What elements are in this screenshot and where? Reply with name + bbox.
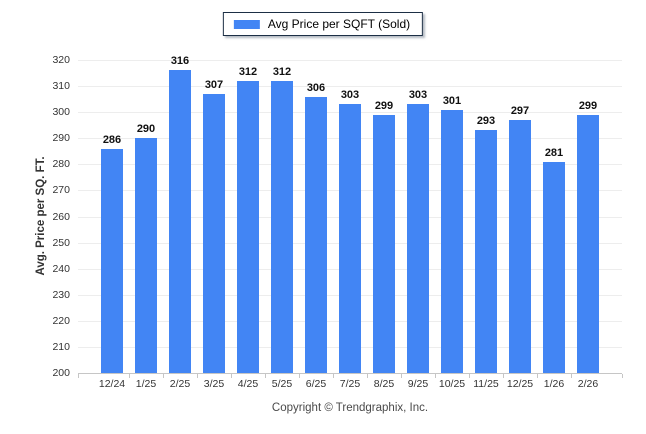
y-tick-label: 300 xyxy=(52,106,70,119)
x-tick-label: 1/26 xyxy=(543,378,565,390)
x-tick-label: 6/25 xyxy=(305,378,327,390)
x-axis-tick xyxy=(196,374,198,378)
gridline xyxy=(78,60,622,61)
x-axis-tick xyxy=(128,374,130,378)
x-axis-tick xyxy=(332,374,334,378)
bar-value-label: 290 xyxy=(136,123,156,136)
y-tick-label: 310 xyxy=(52,80,70,93)
x-tick-label: 7/25 xyxy=(339,378,361,390)
legend-label: Avg Price per SQFT (Sold) xyxy=(267,17,411,31)
x-tick-label: 2/25 xyxy=(169,378,191,390)
x-axis-tick xyxy=(264,374,266,378)
x-axis-tick xyxy=(621,374,623,378)
x-tick-label: 1/25 xyxy=(135,378,157,390)
copyright-text: Copyright © Trendgraphix, Inc. xyxy=(271,402,429,414)
y-tick-label: 210 xyxy=(52,340,70,353)
x-axis-tick xyxy=(366,374,368,378)
y-tick-label: 320 xyxy=(52,54,70,66)
y-tick-label: 230 xyxy=(52,288,70,301)
x-axis-tick xyxy=(162,374,164,378)
x-axis-tick xyxy=(536,374,538,378)
bar-value-label: 303 xyxy=(340,89,360,102)
bar-value-label: 286 xyxy=(102,133,122,146)
bar xyxy=(271,80,293,373)
bar-value-label: 303 xyxy=(408,89,428,102)
bar-value-label: 307 xyxy=(204,78,224,91)
bar-value-label: 306 xyxy=(306,81,326,94)
bar xyxy=(373,114,395,373)
y-tick-label: 200 xyxy=(52,367,70,379)
bar-value-label: 316 xyxy=(170,55,190,68)
bar xyxy=(135,138,157,373)
y-tick-label: 270 xyxy=(52,184,70,197)
bar-value-label: 301 xyxy=(442,94,462,107)
y-tick-label: 220 xyxy=(52,314,70,327)
bar xyxy=(169,70,191,373)
y-tick-label: 290 xyxy=(52,132,70,145)
x-axis-tick xyxy=(400,374,402,378)
bar xyxy=(237,80,259,373)
bar xyxy=(339,104,361,373)
x-axis-tick xyxy=(570,374,572,378)
y-tick-label: 280 xyxy=(52,158,70,171)
bar-value-label: 299 xyxy=(578,99,598,112)
x-tick-label: 2/26 xyxy=(577,378,599,390)
x-axis-tick xyxy=(230,374,232,378)
bar xyxy=(543,161,565,373)
x-tick-label: 8/25 xyxy=(373,378,395,390)
plot-area: 200 210 220 230 240 250 260 270 280 290 300 310 320 … xyxy=(52,54,623,390)
bar xyxy=(407,104,429,373)
bar-value-label: 293 xyxy=(476,115,496,128)
x-tick-label: 12/24 xyxy=(98,378,126,390)
bar xyxy=(101,148,123,373)
x-tick-label: 10/25 xyxy=(438,378,466,390)
x-axis-tick xyxy=(502,374,504,378)
bar xyxy=(305,96,327,373)
x-tick-label: 12/25 xyxy=(506,378,534,390)
x-tick-label: 4/25 xyxy=(237,378,259,390)
bar-value-label: 297 xyxy=(510,105,530,117)
gridline xyxy=(78,86,622,88)
bar-value-label: 281 xyxy=(544,146,564,159)
bar-value-label: 299 xyxy=(374,99,394,112)
bar xyxy=(203,93,225,373)
bar xyxy=(441,109,463,373)
x-tick-label: 5/25 xyxy=(271,378,293,390)
y-tick-label: 240 xyxy=(52,262,70,275)
x-axis-tick xyxy=(468,374,470,378)
bar xyxy=(509,120,531,373)
x-tick-label: 3/25 xyxy=(203,378,225,390)
bar xyxy=(475,130,497,373)
legend-swatch xyxy=(233,19,260,29)
bar-value-label: 312 xyxy=(272,65,292,78)
legend: Avg Price per SQFT (Sold) xyxy=(222,12,424,36)
x-axis-tick xyxy=(434,374,436,378)
x-axis-tick xyxy=(77,374,79,378)
x-tick-label: 11/25 xyxy=(473,378,499,390)
y-tick-label: 250 xyxy=(52,236,70,249)
y-tick-label: 260 xyxy=(52,210,70,223)
bar-value-label: 312 xyxy=(238,65,258,78)
bar xyxy=(577,114,599,373)
x-axis-tick xyxy=(298,374,300,378)
x-tick-label: 9/25 xyxy=(407,378,429,390)
